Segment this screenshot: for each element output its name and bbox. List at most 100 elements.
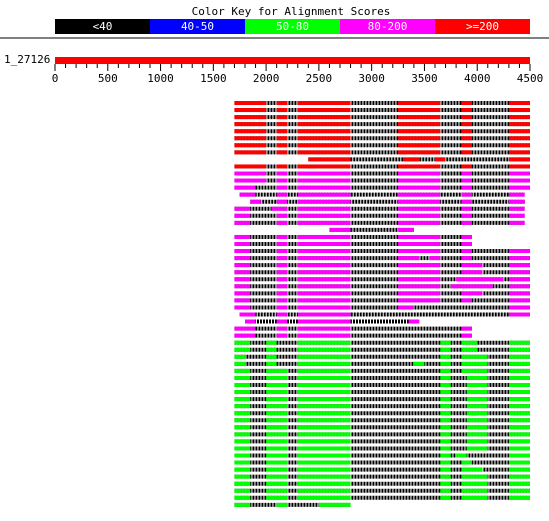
hit-segment[interactable] [297,284,351,289]
hit-segment[interactable] [234,368,251,373]
hit-segment[interactable] [266,418,288,423]
hit-segment[interactable] [461,213,472,218]
hit-segment[interactable] [234,347,251,352]
hit-segment[interactable] [266,404,288,409]
hit-segment[interactable] [461,192,472,197]
hit-segment[interactable] [266,361,277,366]
hit-segment[interactable] [508,249,530,254]
hit-segment[interactable] [266,383,288,387]
hit-segment[interactable] [276,249,288,254]
hit-segment[interactable] [456,277,504,282]
hit-segment[interactable] [234,277,251,282]
hit-segment[interactable] [297,206,351,211]
hit-segment[interactable] [461,347,478,352]
hit-segment[interactable] [297,432,351,437]
hit-segment[interactable] [234,234,251,239]
hit-segment[interactable] [508,354,530,359]
hit-segment[interactable] [297,446,351,451]
hit-segment[interactable] [234,164,267,169]
hit-segment[interactable] [461,474,488,479]
hit-segment[interactable] [329,227,351,232]
hit-segment[interactable] [234,488,251,493]
hit-segment[interactable] [508,340,530,345]
hit-segment[interactable] [234,256,251,261]
hit-segment[interactable] [440,432,451,437]
hit-segment[interactable] [297,129,351,134]
hit-segment[interactable] [398,284,441,289]
hit-segment[interactable] [297,185,351,190]
hit-segment[interactable] [461,185,472,190]
hit-segment[interactable] [276,333,288,338]
hit-segment[interactable] [297,319,351,324]
hit-segment[interactable] [297,474,351,479]
hit-segment[interactable] [276,192,288,197]
hit-segment[interactable] [508,284,530,289]
hit-segment[interactable] [266,439,288,444]
hit-segment[interactable] [398,263,441,268]
hit-segment[interactable] [308,157,351,162]
hit-segment[interactable] [234,404,251,409]
hit-segment[interactable] [461,122,472,127]
hit-segment[interactable] [297,270,351,275]
hit-segment[interactable] [508,390,530,395]
hit-segment[interactable] [266,347,277,352]
hit-segment[interactable] [234,354,245,359]
hit-segment[interactable] [508,383,530,387]
hit-segment[interactable] [466,375,488,380]
hit-segment[interactable] [297,340,351,345]
hit-segment[interactable] [234,326,256,331]
hit-segment[interactable] [234,418,251,423]
hit-segment[interactable] [297,164,351,169]
hit-segment[interactable] [297,242,351,246]
hit-segment[interactable] [276,270,288,275]
hit-segment[interactable] [297,404,351,409]
hit-segment[interactable] [508,256,530,261]
hit-segment[interactable] [440,411,451,416]
hit-segment[interactable] [297,277,351,282]
hit-segment[interactable] [234,213,251,218]
hit-segment[interactable] [508,432,530,437]
hit-segment[interactable] [234,263,251,268]
hit-segment[interactable] [266,495,288,500]
hit-segment[interactable] [234,502,251,507]
hit-segment[interactable] [276,136,288,141]
hit-segment[interactable] [234,242,251,246]
hit-segment[interactable] [440,397,451,402]
hit-segment[interactable] [440,495,451,500]
hit-segment[interactable] [297,312,351,317]
hit-segment[interactable] [234,206,251,211]
hit-segment[interactable] [297,101,351,105]
hit-segment[interactable] [234,333,256,338]
hit-segment[interactable] [297,453,351,458]
hit-segment[interactable] [461,136,472,141]
hit-segment[interactable] [440,368,451,373]
hit-segment[interactable] [440,425,451,430]
hit-segment[interactable] [461,256,472,261]
hit-segment[interactable] [398,220,441,225]
hit-segment[interactable] [276,185,288,190]
hit-segment[interactable] [266,481,288,486]
hit-segment[interactable] [508,347,530,352]
hit-segment[interactable] [398,101,441,105]
hit-segment[interactable] [461,242,472,246]
hit-segment[interactable] [440,446,451,451]
hit-segment[interactable] [234,171,267,176]
hit-segment[interactable] [398,129,441,134]
hit-segment[interactable] [276,326,288,331]
hit-segment[interactable] [466,432,488,437]
hit-segment[interactable] [508,305,530,310]
hit-segment[interactable] [297,375,351,380]
hit-segment[interactable] [297,256,351,261]
hit-segment[interactable] [508,439,530,444]
hit-segment[interactable] [266,368,288,373]
hit-segment[interactable] [239,192,256,197]
hit-segment[interactable] [466,390,488,395]
hit-segment[interactable] [297,263,351,268]
hit-segment[interactable] [297,460,351,465]
hit-segment[interactable] [508,411,530,416]
hit-segment[interactable] [276,256,288,261]
hit-segment[interactable] [508,404,530,409]
hit-segment[interactable] [466,439,488,444]
hit-segment[interactable] [234,425,251,430]
hit-segment[interactable] [508,185,530,190]
